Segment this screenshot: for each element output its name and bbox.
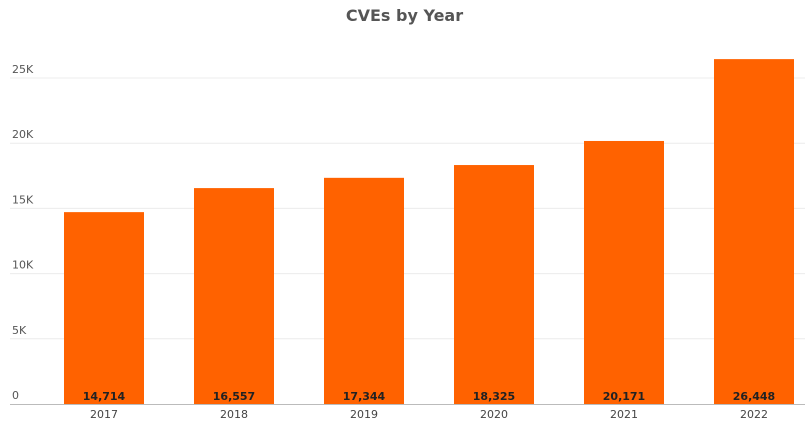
bar-2019: [324, 177, 404, 404]
chart-title: CVEs by Year: [345, 6, 464, 25]
x-tick-label-2017: 2017: [90, 408, 118, 421]
x-tick-label-2020: 2020: [480, 408, 508, 421]
y-tick-label: 10K: [12, 259, 34, 272]
bar-2021: [584, 140, 664, 404]
bar-2022: [714, 59, 794, 405]
bar-2018: [194, 188, 274, 404]
y-tick-label: 0: [12, 389, 19, 402]
y-tick-label: 25K: [12, 63, 34, 76]
x-tick-label-2021: 2021: [610, 408, 638, 421]
y-tick-label: 5K: [12, 324, 27, 337]
bars: [64, 59, 794, 405]
data-label-2018: 16,557: [213, 390, 255, 403]
x-tick-label-2019: 2019: [350, 408, 378, 421]
x-tick-label-2022: 2022: [740, 408, 768, 421]
y-tick-label: 15K: [12, 193, 34, 206]
data-label-2022: 26,448: [733, 390, 775, 403]
data-label-2017: 14,714: [83, 390, 126, 403]
data-labels: 14,714 16,557 17,344 18,325 20,171 26,448: [83, 390, 775, 403]
bar-2020: [454, 165, 534, 404]
x-axis-ticks: 2017 2018 2019 2020 2021 2022: [90, 408, 768, 421]
data-label-2020: 18,325: [473, 390, 515, 403]
bar-2017: [64, 212, 144, 404]
data-label-2021: 20,171: [603, 390, 645, 403]
x-tick-label-2018: 2018: [220, 408, 248, 421]
data-label-2019: 17,344: [343, 390, 386, 403]
y-axis-ticks: 0 5K 10K 15K 20K 25K: [12, 63, 34, 402]
y-tick-label: 20K: [12, 128, 34, 141]
gridlines: [10, 77, 805, 340]
